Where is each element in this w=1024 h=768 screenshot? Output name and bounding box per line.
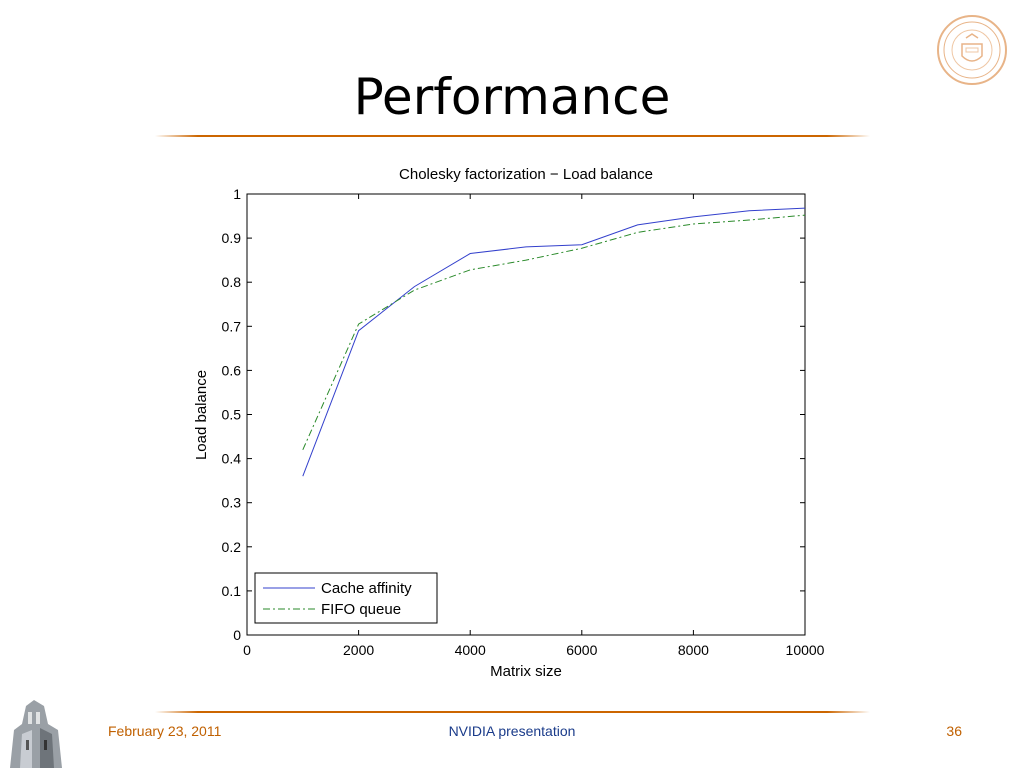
y-tick-label: 0.4 xyxy=(222,451,242,467)
line-chart: Cholesky factorization − Load balance 00… xyxy=(193,166,825,680)
x-tick-label: 10000 xyxy=(786,642,825,658)
title-divider xyxy=(155,135,870,137)
y-tick-label: 0.2 xyxy=(222,539,242,555)
y-tick-label: 0.9 xyxy=(222,230,242,246)
y-tick-label: 0.3 xyxy=(222,495,242,511)
x-tick-label: 8000 xyxy=(678,642,709,658)
tower-image xyxy=(0,700,80,768)
series-line-fifo-queue xyxy=(302,214,806,450)
x-tick-label: 0 xyxy=(243,642,251,658)
footer-presentation-name: NVIDIA presentation xyxy=(448,723,576,739)
legend-label: Cache affinity xyxy=(321,580,412,597)
legend-label: FIFO queue xyxy=(321,601,401,618)
page-number: 36 xyxy=(946,723,962,739)
y-tick-label: 0.5 xyxy=(222,407,242,423)
y-tick-label: 0.7 xyxy=(222,318,242,334)
y-axis-label: Load balance xyxy=(193,370,210,460)
university-seal-logo xyxy=(937,15,1007,85)
y-tick-label: 0 xyxy=(233,627,241,643)
x-tick-label: 6000 xyxy=(566,642,597,658)
legend-box xyxy=(254,572,438,624)
x-tick-label: 4000 xyxy=(455,642,486,658)
x-axis-label: Matrix size xyxy=(490,663,562,680)
slide-title: Performance xyxy=(353,68,671,126)
y-tick-label: 1 xyxy=(233,186,241,202)
y-tick-label: 0.8 xyxy=(222,274,242,290)
y-tick-label: 0.1 xyxy=(222,583,242,599)
y-tick-label: 0.6 xyxy=(222,362,242,378)
series-line-cache-affinity xyxy=(302,207,806,477)
footer-date: February 23, 2011 xyxy=(108,723,222,739)
chart-title: Cholesky factorization − Load balance xyxy=(399,166,653,183)
footer-divider xyxy=(155,711,870,713)
x-tick-label: 2000 xyxy=(343,642,374,658)
